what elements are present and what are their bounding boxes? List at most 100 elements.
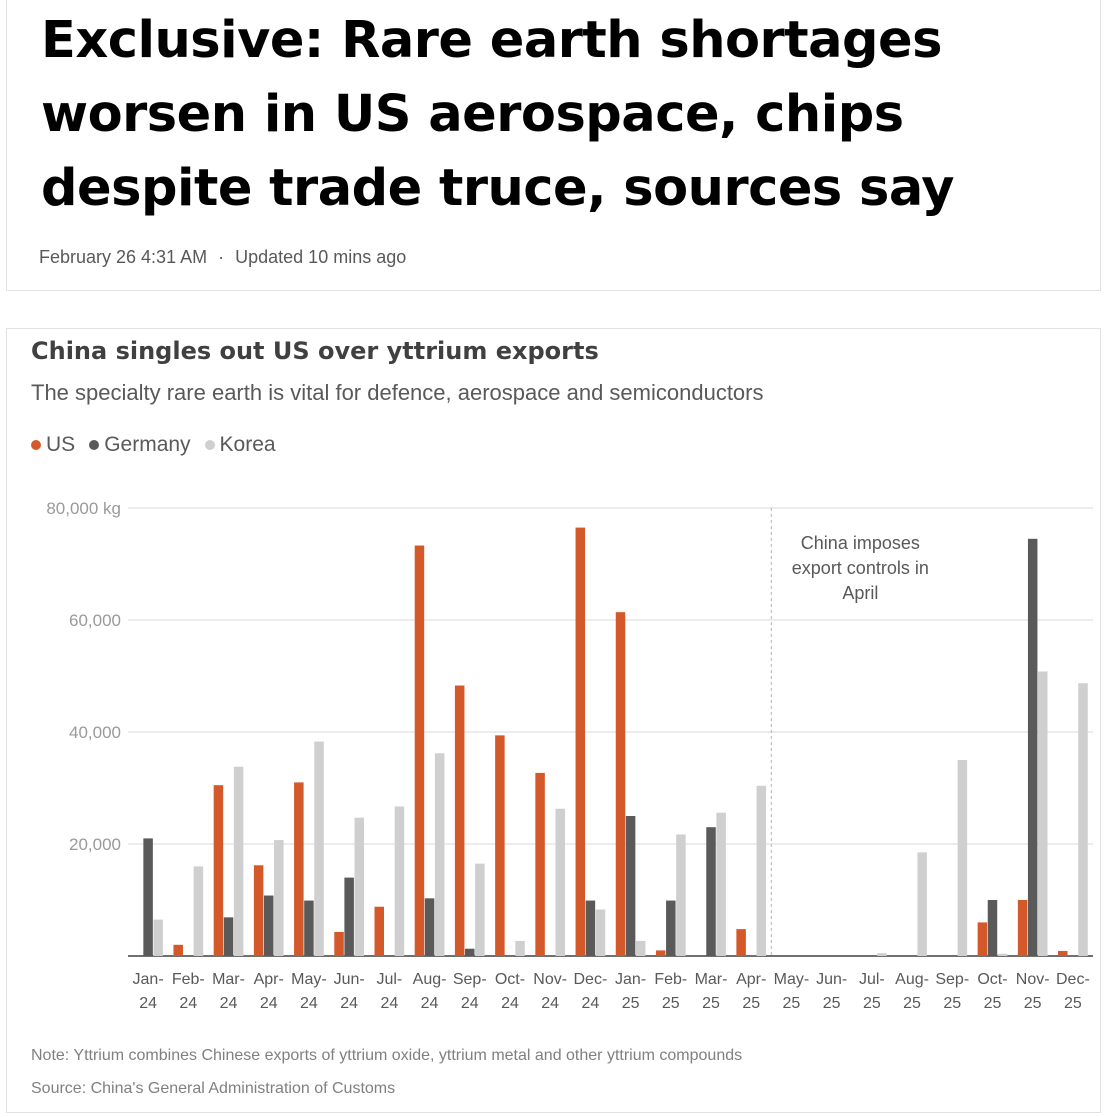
x-tick-label-month: Jan- [615, 971, 646, 988]
chart-legend: US Germany Korea [31, 433, 276, 457]
x-tick-label-year: 24 [220, 995, 238, 1012]
bar-us [454, 685, 465, 956]
x-tick-label-month: Oct- [495, 971, 525, 988]
x-tick-label-month: Dec- [574, 971, 608, 988]
bar-korea [434, 753, 445, 956]
x-tick-label-month: Jul- [859, 971, 885, 988]
x-tick-label-year: 25 [903, 995, 921, 1012]
bar-us [736, 929, 746, 956]
bar-korea [233, 766, 244, 956]
bar-korea [756, 785, 767, 956]
x-tick-label-year: 25 [702, 995, 720, 1012]
chart-title: China singles out US over yttrium export… [31, 337, 599, 365]
bar-us [173, 944, 183, 956]
x-tick-label-month: Jun- [816, 971, 847, 988]
bar-korea [274, 840, 284, 956]
bar-us [575, 527, 586, 956]
x-tick-label-year: 25 [1064, 995, 1082, 1012]
bar-us [1058, 950, 1068, 956]
x-tick-label-month: Oct- [977, 971, 1007, 988]
bar-korea [917, 852, 927, 956]
bar-us [615, 612, 626, 956]
x-tick-label-year: 24 [260, 995, 278, 1012]
x-tick-label-month: May- [774, 971, 810, 988]
legend-item-germany: Germany [89, 433, 191, 457]
y-tick-label: 80,000 kg [46, 499, 121, 518]
bar-korea [475, 863, 485, 956]
legend-swatch-germany [89, 440, 100, 450]
bar-germany [143, 838, 153, 956]
x-tick-label-month: Jul- [376, 971, 402, 988]
x-tick-label-year: 25 [984, 995, 1002, 1012]
bar-korea [515, 940, 525, 956]
bar-us [334, 931, 344, 956]
x-tick-label-month: Apr- [736, 971, 766, 988]
bar-germany [424, 898, 435, 956]
x-tick-label-year: 25 [1024, 995, 1042, 1012]
x-tick-label-year: 24 [541, 995, 559, 1012]
bar-us [213, 785, 224, 956]
bar-korea [957, 760, 968, 956]
legend-item-korea: Korea [204, 433, 276, 457]
bar-korea [676, 834, 686, 956]
bar-korea [153, 919, 163, 956]
x-tick-label-month: Mar- [695, 971, 728, 988]
bar-korea [716, 812, 726, 956]
bar-germany [465, 948, 475, 956]
meta-separator: · [218, 247, 225, 267]
bar-germany [987, 900, 998, 956]
legend-label-korea: Korea [219, 433, 276, 456]
bar-us [535, 772, 545, 956]
bar-korea [1038, 671, 1048, 956]
legend-swatch-korea [204, 440, 215, 450]
x-tick-label-year: 25 [662, 995, 680, 1012]
x-tick-label-month: Feb- [172, 971, 205, 988]
x-tick-label-year: 24 [300, 995, 318, 1012]
bar-germany [585, 900, 596, 956]
publish-date: February 26 4:31 AM [39, 247, 208, 267]
article-meta: February 26 4:31 AM · Updated 10 mins ag… [39, 247, 406, 268]
x-tick-label-month: Sep- [935, 971, 969, 988]
bar-germany [223, 917, 234, 956]
bar-us [655, 950, 666, 956]
x-tick-label-year: 24 [421, 995, 439, 1012]
annotation-text: April [842, 583, 878, 603]
bar-us [495, 735, 505, 956]
x-tick-label-year: 25 [943, 995, 961, 1012]
bar-korea [595, 909, 606, 956]
bar-korea [555, 808, 566, 956]
x-tick-label-year: 24 [139, 995, 157, 1012]
x-tick-label-year: 24 [501, 995, 519, 1012]
legend-item-us: US [31, 433, 75, 457]
x-tick-label-year: 24 [581, 995, 599, 1012]
bar-korea [314, 741, 324, 956]
chart-card: China singles out US over yttrium export… [6, 328, 1101, 1113]
bar-us [374, 906, 385, 956]
x-tick-label-month: Nov- [1016, 971, 1050, 988]
y-tick-label: 40,000 [69, 723, 121, 742]
x-tick-label-month: Dec- [1056, 971, 1090, 988]
x-tick-label-month: Apr- [254, 971, 284, 988]
chart-source: Source: China's General Administration o… [31, 1080, 396, 1097]
x-tick-label-month: May- [291, 971, 327, 988]
x-tick-label-year: 25 [863, 995, 881, 1012]
x-tick-label-month: Mar- [212, 971, 245, 988]
bar-us [294, 782, 304, 956]
bar-germany [344, 877, 354, 956]
bar-germany [304, 900, 314, 956]
x-tick-label-year: 25 [742, 995, 760, 1012]
annotation-text: export controls in [792, 558, 929, 578]
yttrium-bar-chart: 80,000 kg 60,000 40,000 20,000 China imposes… [46, 499, 1093, 1012]
chart-note: Note: Yttrium combines Chinese exports o… [31, 1047, 743, 1064]
x-tick-label-year: 24 [179, 995, 197, 1012]
annotation-text: China imposes [801, 533, 920, 553]
x-tick-label-month: Nov- [533, 971, 567, 988]
bar-germany [666, 900, 676, 956]
bar-germany [625, 816, 636, 956]
x-tick-label-month: Sep- [453, 971, 487, 988]
bar-korea [877, 953, 887, 956]
x-tick-label-year: 24 [461, 995, 479, 1012]
updated-time: Updated 10 mins ago [235, 247, 407, 267]
bar-germany [263, 895, 274, 956]
bar-germany [706, 827, 716, 956]
